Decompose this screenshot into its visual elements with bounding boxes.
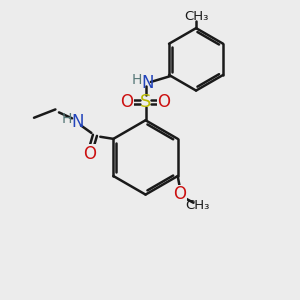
Text: CH₃: CH₃ xyxy=(184,10,208,23)
Text: CH₃: CH₃ xyxy=(186,199,210,212)
Text: O: O xyxy=(158,93,170,111)
Text: S: S xyxy=(140,93,151,111)
Text: O: O xyxy=(83,145,96,163)
Text: O: O xyxy=(174,185,187,203)
Text: O: O xyxy=(121,93,134,111)
Text: N: N xyxy=(142,74,154,92)
Text: H: H xyxy=(132,73,142,87)
Text: H: H xyxy=(62,112,73,126)
Text: N: N xyxy=(72,113,84,131)
